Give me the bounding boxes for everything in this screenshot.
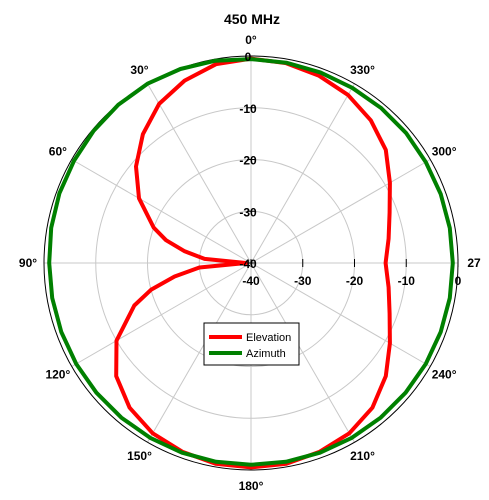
- h-tick-label-2: -20: [346, 274, 364, 288]
- radial-tick-label-4: -40: [239, 257, 257, 271]
- legend-label-elevation: Elevation: [246, 332, 291, 344]
- grid-spoke-8: [250, 262, 431, 367]
- angle-label-30: 30°: [130, 63, 148, 77]
- angle-label-150: 150°: [127, 449, 152, 463]
- angle-label-0: 0°: [245, 33, 257, 47]
- angle-label-90: 90°: [19, 256, 37, 270]
- grid-spoke-7: [250, 262, 355, 443]
- angle-label-300: 300°: [432, 145, 457, 159]
- series-layer: [47, 56, 455, 470]
- legend-box: [203, 322, 300, 366]
- radial-tick-label-3: -30: [239, 205, 257, 219]
- legend: Elevation Azimuth: [203, 322, 300, 366]
- legend-label-azimuth: Azimuth: [246, 348, 286, 360]
- grid-spoke-1: [147, 83, 252, 264]
- radial-tick-label-0: 0: [245, 50, 252, 64]
- angle-label-330: 330°: [350, 63, 375, 77]
- angle-label-60: 60°: [49, 145, 67, 159]
- polar-grid: [43, 55, 459, 471]
- series-azimuth-line: [47, 57, 455, 467]
- angle-label-240: 240°: [432, 368, 457, 382]
- angle-label-270: 27: [467, 256, 481, 270]
- grid-spoke-10: [250, 159, 431, 264]
- h-tick-label-1: -30: [294, 274, 312, 288]
- grid-spoke-2: [71, 159, 252, 264]
- chart-title: 450 MHz: [224, 11, 280, 27]
- angle-label-120: 120°: [45, 368, 70, 382]
- h-tick-label-0: -40: [242, 274, 260, 288]
- label-layer: 0° 30° 60° 90° 120° 150° 180° 210° 240° 27 300° 330…: [19, 33, 481, 493]
- radial-tick-label-1: -10: [239, 102, 257, 116]
- grid-spoke-5: [147, 262, 252, 443]
- grid-spoke-11: [250, 83, 355, 264]
- h-tick-label-4: 0: [455, 274, 462, 288]
- radial-tick-label-2: -20: [239, 154, 257, 168]
- angle-label-210: 210°: [350, 449, 375, 463]
- h-tick-label-3: -10: [398, 274, 416, 288]
- grid-spoke-4: [71, 262, 252, 367]
- angle-label-180: 180°: [239, 479, 264, 493]
